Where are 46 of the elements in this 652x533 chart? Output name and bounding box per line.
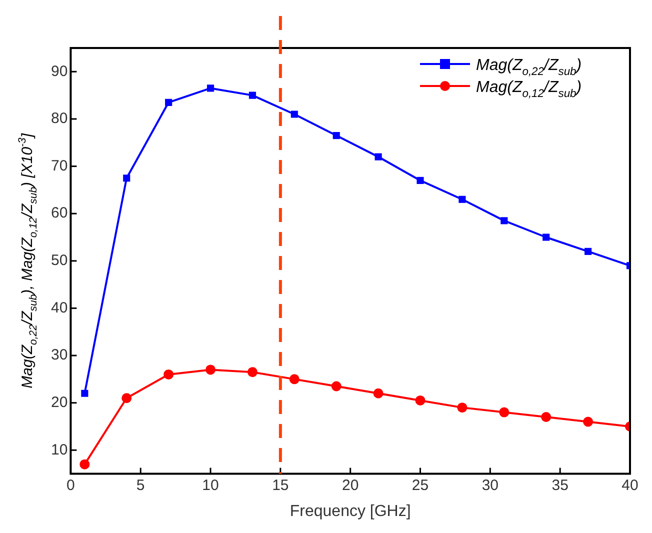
point: [164, 369, 174, 380]
y-tick-label: 20: [50, 394, 68, 411]
point: [332, 132, 340, 140]
point: [247, 367, 258, 378]
point: [331, 381, 342, 392]
point: [289, 374, 300, 384]
point: [123, 174, 130, 182]
x-tick-label: 15: [272, 476, 289, 494]
point: [374, 153, 382, 160]
point: [416, 176, 424, 184]
point: [373, 388, 384, 398]
point: [457, 402, 468, 413]
x-axis-title: Frequency [GHz]: [290, 502, 411, 520]
y-tick-label: 70: [50, 157, 68, 174]
point: [542, 234, 550, 241]
point: [122, 393, 132, 404]
point: [541, 412, 552, 422]
y-tick-label: 80: [50, 110, 68, 128]
point: [583, 416, 594, 427]
x-tick-label: 25: [412, 476, 429, 494]
point: [584, 248, 592, 255]
y-tick-label: 60: [50, 204, 68, 222]
point: [206, 84, 214, 92]
point: [165, 98, 172, 106]
x-tick-label: 35: [552, 476, 568, 494]
y-tick-label: 90: [50, 62, 68, 80]
point: [415, 395, 426, 406]
y-tick-label: 40: [50, 299, 68, 316]
point: [499, 407, 510, 418]
point: [206, 364, 216, 375]
x-tick-label: 0: [66, 476, 75, 494]
y-tick-label: 10: [50, 441, 68, 458]
point: [458, 196, 466, 203]
y-tick-label: 30: [50, 346, 68, 364]
y-tick-label: 50: [50, 252, 68, 270]
x-tick-label: 30: [482, 476, 499, 494]
point: [80, 459, 90, 470]
point: [290, 110, 298, 118]
x-tick-label: 5: [136, 476, 145, 494]
x-tick-label: 20: [342, 476, 359, 494]
text: Mag(Zo,22/Zsub), Mag(Zo,12/Zsub) [X10-3]: [16, 133, 40, 388]
x-tick-label: 10: [202, 476, 219, 494]
point: [500, 217, 508, 224]
point: [81, 390, 88, 397]
point: [248, 92, 256, 99]
x-tick-label: 40: [622, 476, 638, 494]
